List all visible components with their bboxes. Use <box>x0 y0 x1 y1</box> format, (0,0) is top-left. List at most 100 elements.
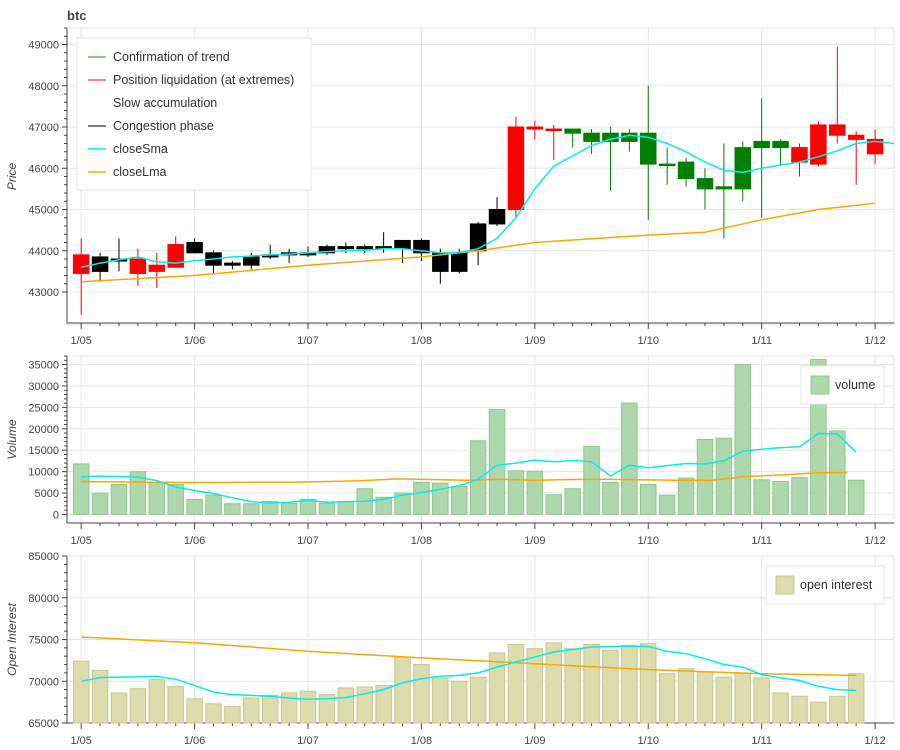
candle-body <box>847 134 865 140</box>
x-tick-label: 1/12 <box>864 535 885 547</box>
volume-bar <box>375 496 392 515</box>
open-interest-bar <box>413 664 430 724</box>
candle-body <box>772 140 789 149</box>
legend-swatch <box>775 575 795 595</box>
volume-sma-line <box>81 432 857 504</box>
y-tick-label: 48000 <box>28 81 59 93</box>
x-tick-label: 1/09 <box>524 535 545 547</box>
open-interest-bar <box>507 644 525 724</box>
x-tick-label: 1/06 <box>184 735 205 747</box>
y-tick-label: 49000 <box>28 40 59 52</box>
volume-bar <box>450 486 468 515</box>
volume-bar <box>791 477 808 515</box>
open-interest-bar <box>753 677 770 724</box>
x-tick-label: 1/11 <box>751 535 772 547</box>
x-tick-label: 1/06 <box>184 335 205 347</box>
oi-sma-line <box>81 645 857 700</box>
panel-1-axes: 0 5000 10000 15000 20000 25000 30000 35000 1/05 1… <box>5 355 895 547</box>
x-tick-label: 1/08 <box>411 535 432 547</box>
close-sma-line <box>81 134 895 269</box>
open-interest-bar <box>356 686 373 724</box>
volume-bar <box>91 492 109 515</box>
open-interest-bar <box>583 644 600 724</box>
legend-label: closeLma <box>113 165 167 179</box>
x-tick-label: 1/10 <box>638 535 659 547</box>
volume-bar <box>772 480 789 515</box>
x-tick-label: 1/05 <box>70 535 91 547</box>
volume-bar <box>413 481 430 515</box>
x-tick-label: 1/10 <box>638 335 659 347</box>
volume-lma-line <box>81 471 847 484</box>
open-interest-bar <box>148 679 166 724</box>
candle-body <box>129 258 147 274</box>
open-interest-bar <box>129 688 147 724</box>
open-interest-legend: open interest <box>765 565 885 605</box>
x-tick-label: 1/09 <box>524 735 545 747</box>
candle-body <box>866 138 884 155</box>
x-tick-label: 1/11 <box>751 735 772 747</box>
volume-bar <box>243 503 260 515</box>
open-interest-bar <box>91 669 109 724</box>
volume-bar <box>621 402 638 515</box>
open-interest-bar <box>545 642 562 724</box>
y-tick-label: 65000 <box>28 718 59 730</box>
open-interest-bar <box>772 692 789 724</box>
volume-bar <box>658 494 676 515</box>
open-interest-bar <box>602 649 619 724</box>
chart-title: btc <box>67 8 87 23</box>
y-tick-label: 85000 <box>28 551 59 563</box>
candle-body <box>488 209 506 225</box>
legend-box <box>765 565 885 605</box>
volume-bar <box>280 502 298 515</box>
open-interest-bar <box>72 660 90 724</box>
price-legend: Confirmation of trend Position liquidatio… <box>76 37 312 191</box>
open-interest-bar <box>261 694 279 724</box>
open-interest-bar <box>224 705 241 724</box>
candle-body <box>696 178 714 190</box>
open-interest-bar <box>488 652 506 724</box>
open-interest-bar <box>394 656 411 724</box>
open-interest-bar <box>299 690 317 724</box>
y-tick-label: 70000 <box>28 676 59 688</box>
candle-body <box>394 239 411 250</box>
open-interest-bar <box>205 703 222 724</box>
legend-label: Confirmation of trend <box>113 50 230 64</box>
volume-bar <box>186 498 203 515</box>
x-tick-label: 1/08 <box>411 335 432 347</box>
candle-body <box>243 256 260 266</box>
open-interest-bar <box>469 676 487 724</box>
y-tick-label: 15000 <box>28 445 59 457</box>
open-interest-bar <box>526 648 544 724</box>
volume-bar <box>602 481 619 515</box>
open-interest-bar <box>167 685 184 724</box>
open-interest-bar <box>658 673 676 724</box>
y-tick-label: 44000 <box>28 246 59 258</box>
candle-body <box>545 128 562 132</box>
volume-bar <box>394 492 411 515</box>
y-tick-label: 80000 <box>28 593 59 605</box>
open-interest-bar <box>280 692 298 724</box>
legend-label: Slow accumulation <box>113 96 217 110</box>
y-tick-label: 75000 <box>28 635 59 647</box>
volume-bar <box>205 494 222 515</box>
candle-body <box>640 132 657 165</box>
volume-bar <box>318 502 336 515</box>
y-tick-label: 5000 <box>35 488 59 500</box>
open-interest-bar <box>375 684 392 724</box>
open-interest-bar <box>450 680 468 724</box>
y-tick-label: 0 <box>53 509 59 521</box>
volume-bar <box>110 483 128 515</box>
volume-bar <box>696 439 714 515</box>
x-tick-label: 1/05 <box>70 735 91 747</box>
x-tick-label: 1/07 <box>297 735 318 747</box>
candle-body <box>148 264 166 272</box>
candle-body <box>564 128 581 134</box>
candle-body <box>526 126 544 130</box>
legend-label: closeSma <box>113 142 168 156</box>
candle-body <box>810 124 827 165</box>
candle-body <box>167 244 184 268</box>
volume-bar <box>526 470 544 515</box>
x-tick-label: 1/05 <box>70 335 91 347</box>
volume-bar <box>677 477 695 515</box>
